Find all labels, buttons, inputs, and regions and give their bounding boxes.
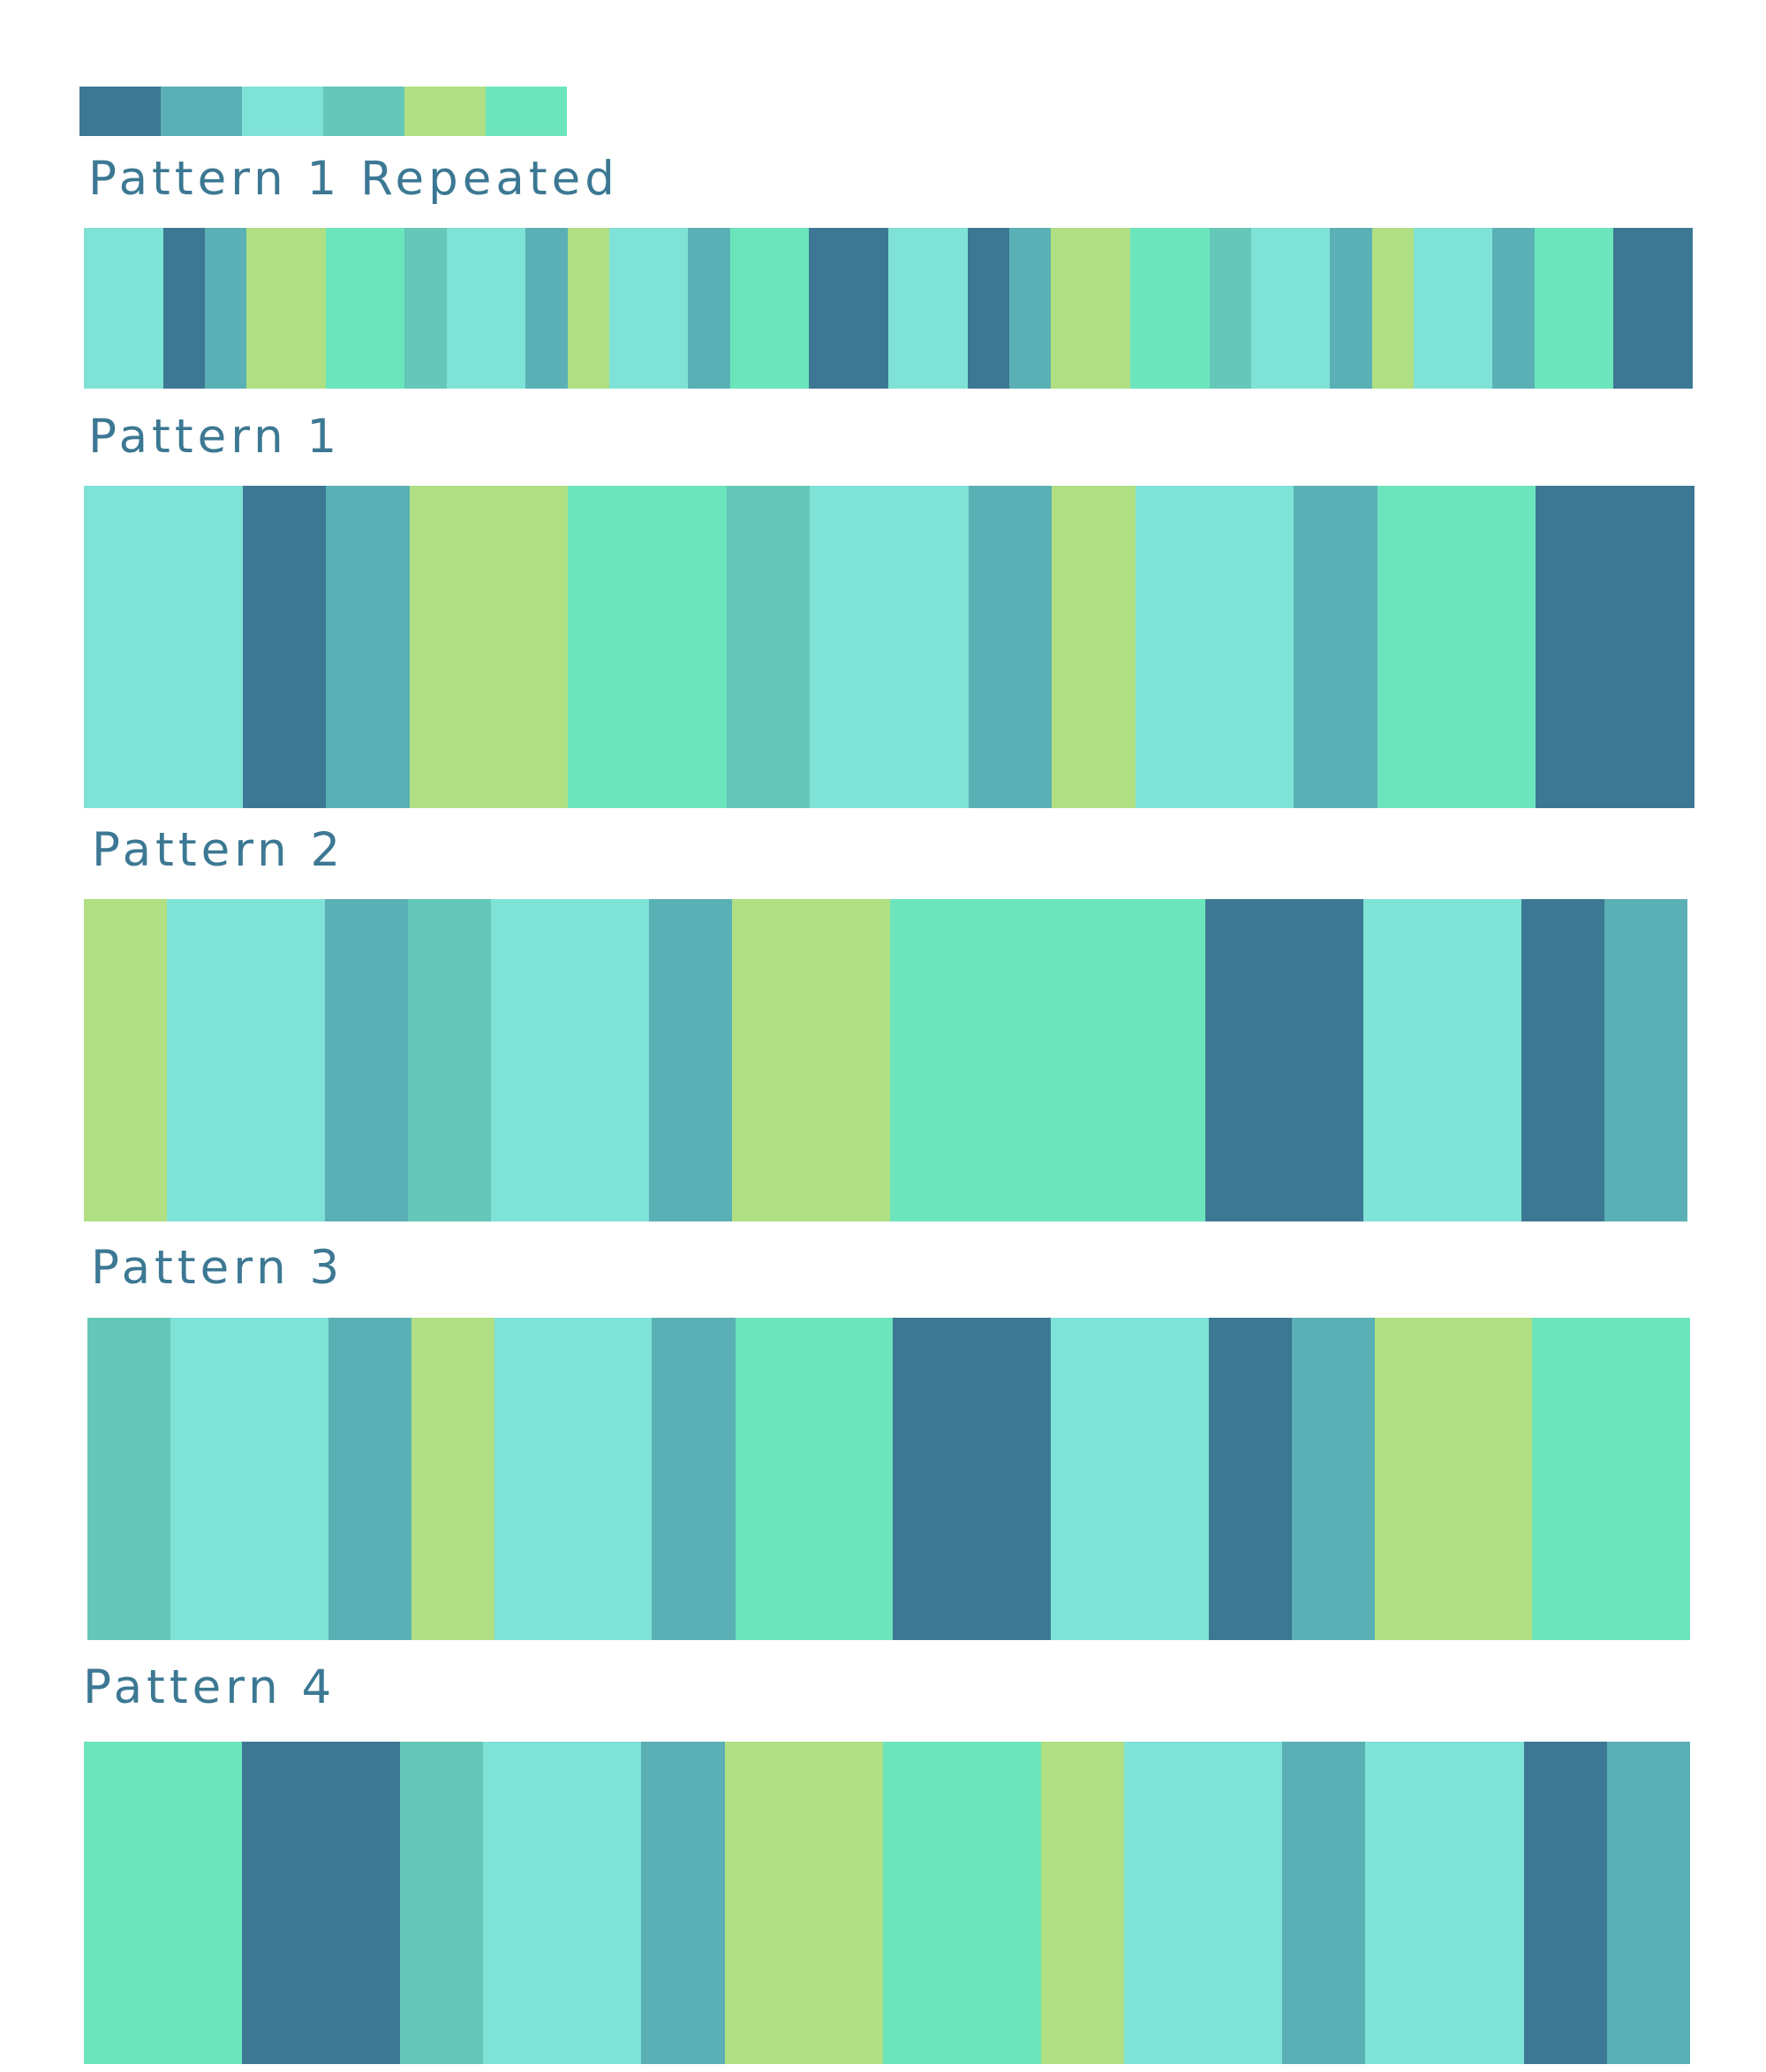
stripe	[494, 1318, 653, 1640]
stripe	[1374, 1318, 1533, 1640]
stripe	[652, 1318, 736, 1640]
pattern-band-1-repeated	[84, 228, 1693, 389]
stripe	[1209, 228, 1251, 389]
stripe	[641, 1742, 725, 2064]
stripe	[483, 1742, 642, 2064]
stripe	[242, 1742, 401, 2064]
stripe	[1291, 1318, 1375, 1640]
palette-swatch-5	[404, 87, 486, 136]
stripe	[326, 486, 410, 808]
stripe	[325, 228, 405, 389]
palette-swatch-3	[242, 87, 323, 136]
stripe	[328, 1318, 411, 1640]
stripe	[1377, 486, 1536, 808]
stripe	[729, 228, 810, 389]
stripe	[400, 1742, 484, 2064]
palette-swatch-2	[161, 87, 242, 136]
stripe	[84, 486, 243, 808]
stripe	[608, 228, 689, 389]
stripe	[1492, 228, 1535, 389]
stripe	[1613, 228, 1693, 389]
stripe	[1040, 1742, 1125, 2064]
stripe	[568, 486, 727, 808]
stripe	[1205, 899, 1364, 1221]
pattern-band-3	[87, 1318, 1690, 1640]
stripe	[724, 1742, 883, 2064]
stripe	[888, 228, 968, 389]
pattern-band-4	[84, 1742, 1690, 2064]
stripe	[1052, 486, 1136, 808]
color-palette-swatches	[79, 87, 567, 136]
stripe	[246, 228, 326, 389]
stripe	[84, 228, 163, 389]
stripe	[167, 899, 325, 1221]
stripe	[726, 486, 811, 808]
stripe	[1371, 228, 1414, 389]
stripe	[648, 899, 732, 1221]
pattern-title-1-repeated: Pattern 1 Repeated	[88, 152, 619, 206]
stripe	[84, 899, 168, 1221]
palette-swatch-4	[323, 87, 404, 136]
stripe	[162, 228, 205, 389]
stripe	[1523, 1742, 1607, 2064]
stripe	[1051, 228, 1130, 389]
stripe	[809, 228, 889, 389]
stripe	[242, 486, 327, 808]
stripe	[1008, 228, 1052, 389]
stripe	[87, 1318, 171, 1640]
stripe	[409, 486, 569, 808]
pattern-title-3: Pattern 3	[91, 1241, 344, 1295]
stripe	[688, 228, 730, 389]
stripe	[1294, 486, 1377, 808]
stripe	[1135, 486, 1294, 808]
pattern-title-2: Pattern 2	[92, 823, 345, 877]
stripe	[84, 1742, 243, 2064]
stripe	[204, 228, 247, 389]
stripe	[968, 486, 1053, 808]
stripe	[1330, 228, 1372, 389]
stripe	[1129, 228, 1210, 389]
stripe	[731, 899, 890, 1221]
stripe	[1413, 228, 1493, 389]
stripe	[404, 228, 447, 389]
stripe	[1606, 1742, 1690, 2064]
pattern-band-1	[84, 486, 1694, 808]
pattern-title-1: Pattern 1	[88, 410, 342, 464]
stripe	[525, 228, 568, 389]
stripe	[889, 899, 1206, 1221]
stripe	[1208, 1318, 1292, 1640]
stripe	[882, 1742, 1041, 2064]
stripe	[1521, 899, 1604, 1221]
stripe	[407, 899, 492, 1221]
stripe	[1532, 1318, 1690, 1640]
stripe	[1363, 899, 1521, 1221]
stripe	[1604, 899, 1687, 1221]
stripe	[1536, 486, 1694, 808]
stripe	[1365, 1742, 1524, 2064]
stripe	[810, 486, 969, 808]
stripe	[411, 1318, 494, 1640]
stripe	[170, 1318, 328, 1640]
palette-swatch-1	[79, 87, 161, 136]
stripe	[1124, 1742, 1283, 2064]
stripe	[1282, 1742, 1366, 2064]
stripe	[567, 228, 609, 389]
stripe	[893, 1318, 1051, 1640]
stripe	[1250, 228, 1331, 389]
stripe	[324, 899, 408, 1221]
pattern-band-2	[84, 899, 1687, 1221]
stripe	[735, 1318, 894, 1640]
stripe	[446, 228, 526, 389]
pattern-title-4: Pattern 4	[83, 1660, 336, 1714]
stripe	[967, 228, 1009, 389]
stripe	[491, 899, 649, 1221]
stripe	[1050, 1318, 1209, 1640]
stripe	[1534, 228, 1614, 389]
palette-swatch-6	[486, 87, 567, 136]
